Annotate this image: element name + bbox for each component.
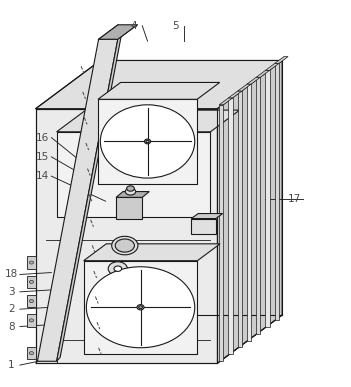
Polygon shape — [99, 25, 137, 39]
Text: 17: 17 — [288, 194, 301, 204]
Ellipse shape — [29, 280, 34, 283]
Polygon shape — [247, 84, 251, 341]
Text: 3: 3 — [8, 287, 14, 297]
Polygon shape — [219, 105, 223, 361]
Polygon shape — [84, 261, 198, 354]
Polygon shape — [27, 295, 36, 307]
Ellipse shape — [29, 300, 34, 303]
Polygon shape — [274, 57, 288, 63]
Polygon shape — [27, 276, 36, 288]
Polygon shape — [36, 109, 218, 363]
Ellipse shape — [114, 266, 122, 271]
Ellipse shape — [100, 105, 195, 178]
Polygon shape — [36, 60, 282, 109]
Ellipse shape — [29, 352, 34, 354]
Polygon shape — [116, 197, 142, 219]
Text: 15: 15 — [36, 152, 49, 162]
Polygon shape — [191, 214, 223, 219]
Polygon shape — [229, 98, 233, 354]
Ellipse shape — [139, 306, 143, 309]
Polygon shape — [191, 219, 216, 234]
Polygon shape — [27, 314, 36, 327]
Polygon shape — [238, 91, 242, 348]
Ellipse shape — [108, 262, 127, 276]
Ellipse shape — [125, 188, 136, 195]
Ellipse shape — [145, 139, 151, 144]
Polygon shape — [84, 244, 220, 261]
Polygon shape — [229, 91, 242, 98]
Polygon shape — [57, 132, 211, 217]
Text: 8: 8 — [8, 322, 14, 332]
Polygon shape — [265, 63, 279, 70]
Polygon shape — [98, 99, 197, 183]
Text: 2: 2 — [8, 304, 14, 314]
Polygon shape — [247, 77, 260, 84]
Polygon shape — [256, 77, 260, 334]
Polygon shape — [57, 110, 240, 132]
Polygon shape — [116, 192, 149, 197]
Polygon shape — [265, 70, 270, 327]
Ellipse shape — [137, 305, 144, 310]
Polygon shape — [238, 84, 251, 91]
Polygon shape — [256, 70, 270, 77]
Ellipse shape — [112, 236, 138, 255]
Polygon shape — [38, 39, 118, 361]
Ellipse shape — [115, 239, 134, 252]
Polygon shape — [27, 256, 36, 269]
Polygon shape — [98, 82, 220, 99]
Text: 18: 18 — [5, 269, 18, 279]
Text: 14: 14 — [36, 171, 49, 181]
Text: 16: 16 — [36, 133, 49, 142]
Text: 4: 4 — [130, 21, 137, 31]
Polygon shape — [36, 315, 282, 363]
Polygon shape — [274, 63, 279, 320]
Polygon shape — [57, 35, 121, 361]
Text: 1: 1 — [8, 360, 14, 370]
Polygon shape — [27, 347, 36, 359]
Ellipse shape — [86, 267, 195, 348]
Ellipse shape — [29, 261, 34, 264]
Ellipse shape — [146, 140, 149, 143]
Ellipse shape — [29, 319, 34, 322]
Polygon shape — [218, 60, 282, 363]
Text: 5: 5 — [172, 21, 179, 31]
Polygon shape — [219, 98, 233, 105]
Ellipse shape — [127, 186, 134, 191]
